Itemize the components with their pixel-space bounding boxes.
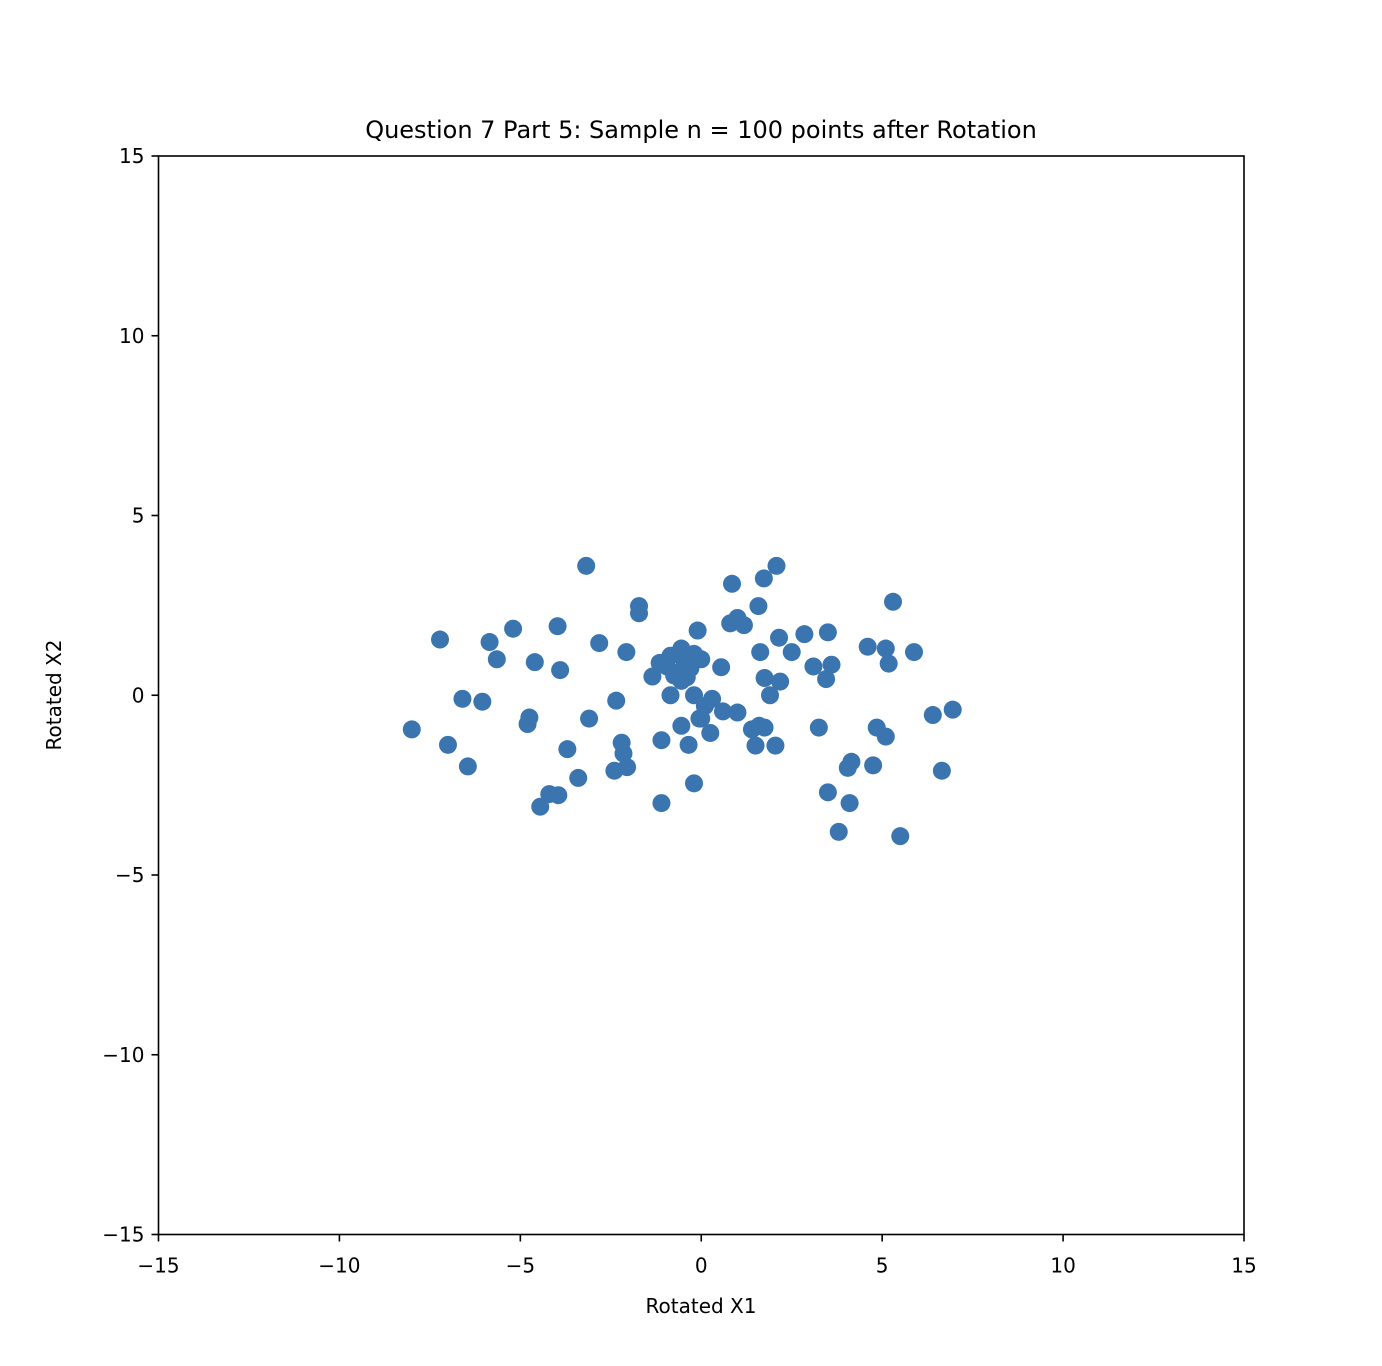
x-tick-label: −10 xyxy=(318,1254,360,1278)
scatter-point xyxy=(504,619,523,638)
scatter-point xyxy=(487,650,506,669)
y-tick-label: 5 xyxy=(132,504,145,528)
y-tick-label: −10 xyxy=(102,1043,144,1067)
scatter-point xyxy=(630,604,649,623)
scatter-point xyxy=(549,786,568,805)
scatter-point xyxy=(755,668,774,687)
scatter-point xyxy=(876,639,895,658)
y-tick-label: 10 xyxy=(119,324,144,348)
scatter-point xyxy=(402,720,421,739)
scatter-point xyxy=(932,761,951,780)
plot-frame xyxy=(157,155,1245,1236)
scatter-point xyxy=(760,686,779,705)
scatter-point xyxy=(531,797,550,816)
scatter-point xyxy=(809,718,828,737)
scatter-point xyxy=(876,727,895,746)
scatter-point xyxy=(817,670,836,689)
scatter-point xyxy=(864,756,883,775)
y-tick-label: −5 xyxy=(115,863,144,887)
scatter-point xyxy=(754,569,773,588)
scatter-point xyxy=(672,671,691,690)
scatter-point xyxy=(829,822,848,841)
scatter-point xyxy=(558,740,577,759)
scatter-point xyxy=(458,757,477,776)
scatter-point xyxy=(712,658,731,677)
scatter-point xyxy=(518,715,537,734)
scatter-point xyxy=(766,736,785,755)
scatter-point xyxy=(734,616,753,635)
scatter-point xyxy=(569,768,588,787)
y-axis-label: Rotated X2 xyxy=(42,640,66,751)
scatter-point xyxy=(580,709,599,728)
y-axis-ticks: −15 −10 −5 0 5 10 15 xyxy=(102,144,159,1247)
scatter-point xyxy=(879,654,898,673)
y-tick-label: 15 xyxy=(119,144,144,168)
scatter-points xyxy=(402,556,962,846)
scatter-point xyxy=(661,686,680,705)
scatter-point xyxy=(652,731,671,750)
scatter-point xyxy=(767,556,786,575)
scatter-point xyxy=(605,761,624,780)
scatter-point xyxy=(923,706,942,725)
scatter-point xyxy=(548,617,567,636)
scatter-point xyxy=(818,623,837,642)
scatter-point xyxy=(804,657,823,676)
scatter-point xyxy=(858,637,877,656)
scatter-point xyxy=(617,643,636,662)
scatter-point xyxy=(749,597,768,616)
scatter-point xyxy=(723,574,742,593)
scatter-point xyxy=(771,672,790,691)
scatter-point xyxy=(431,630,450,649)
scatter-point xyxy=(607,691,626,710)
scatter-point xyxy=(905,643,924,662)
scatter-point xyxy=(746,736,765,755)
x-tick-label: 5 xyxy=(876,1254,889,1278)
scatter-point xyxy=(751,643,770,662)
scatter-point xyxy=(891,827,910,846)
scatter-point xyxy=(688,621,707,640)
scatter-point xyxy=(770,628,789,647)
scatter-point xyxy=(679,735,698,754)
scatter-point xyxy=(690,709,709,728)
scatter-point xyxy=(438,735,457,754)
scatter-point xyxy=(838,758,857,777)
x-tick-label: 15 xyxy=(1231,1254,1256,1278)
x-tick-label: 0 xyxy=(695,1254,708,1278)
scatter-point xyxy=(551,661,570,680)
scatter-point xyxy=(728,703,747,722)
x-tick-label: −5 xyxy=(506,1254,535,1278)
scatter-point xyxy=(685,774,704,793)
scatter-point xyxy=(473,692,492,711)
scatter-point xyxy=(453,689,472,708)
scatter-point xyxy=(701,723,720,742)
scatter-point xyxy=(818,783,837,802)
scatter-point xyxy=(943,700,962,719)
x-tick-label: 10 xyxy=(1050,1254,1075,1278)
scatter-point xyxy=(525,653,544,672)
scatter-point xyxy=(652,794,671,813)
chart-title: Question 7 Part 5: Sample n = 100 points… xyxy=(365,116,1037,144)
scatter-point xyxy=(840,794,859,813)
scatter-point xyxy=(755,718,774,737)
scatter-point xyxy=(643,667,662,686)
y-tick-label: −15 xyxy=(102,1223,144,1247)
x-axis-ticks: −15 −10 −5 0 5 10 15 xyxy=(137,1234,1257,1278)
scatter-point xyxy=(782,643,801,662)
scatter-point xyxy=(577,556,596,575)
scatter-point xyxy=(822,655,841,674)
scatter-point xyxy=(672,716,691,735)
scatter-point xyxy=(590,634,609,653)
scatter-point xyxy=(713,702,732,721)
scatter-point xyxy=(884,592,903,611)
scatter-point xyxy=(795,625,814,644)
x-tick-label: −15 xyxy=(137,1254,179,1278)
y-tick-label: 0 xyxy=(132,683,145,707)
scatter-point xyxy=(614,744,633,763)
scatter-point xyxy=(480,633,499,652)
x-axis-label: Rotated X1 xyxy=(646,1294,757,1318)
